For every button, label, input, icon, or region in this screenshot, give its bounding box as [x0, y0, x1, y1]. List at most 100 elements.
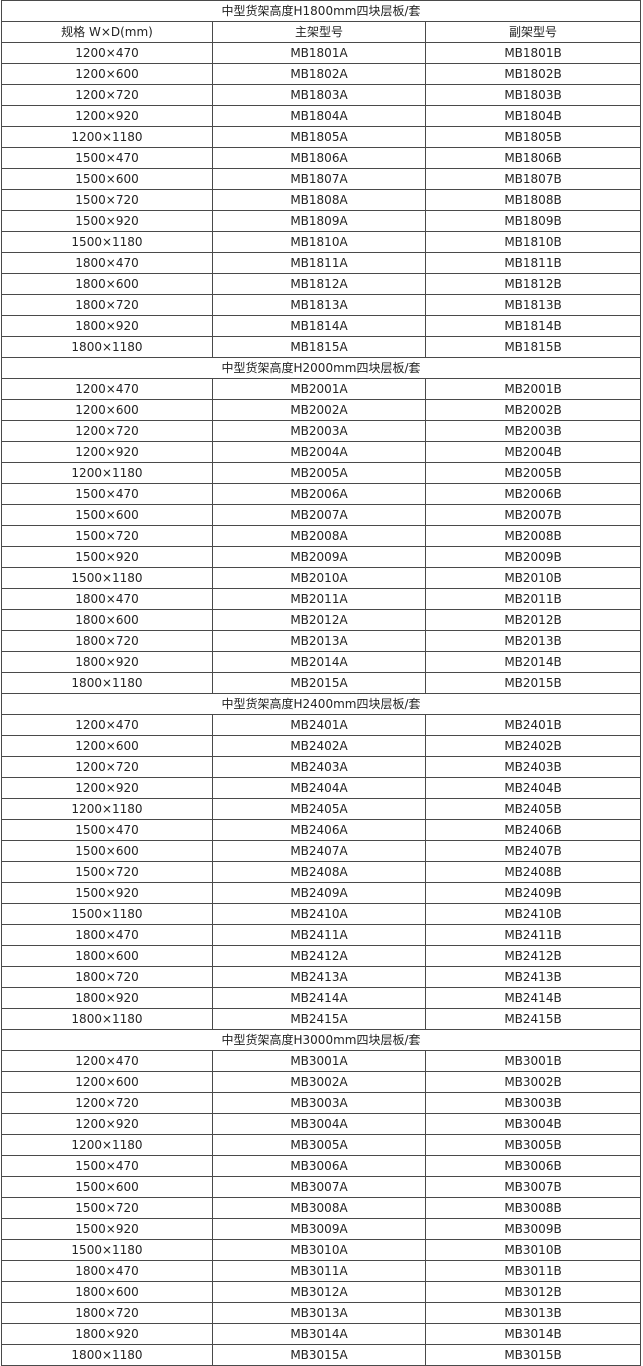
main-model-cell: MB2010A	[212, 567, 426, 589]
spec-cell: 1200×920	[1, 441, 213, 463]
sub-model-cell: MB3013B	[424, 1302, 642, 1324]
sub-model-cell: MB2009B	[424, 546, 642, 568]
main-model-cell: MB2014A	[212, 651, 426, 673]
spec-cell: 1200×1180	[1, 1134, 213, 1156]
sub-model-cell: MB2011B	[424, 588, 642, 610]
spec-cell: 1500×1180	[1, 1239, 213, 1261]
sub-model-cell: MB2004B	[424, 441, 642, 463]
spec-cell: 1200×920	[1, 777, 213, 799]
spec-cell: 1500×720	[1, 525, 213, 547]
sub-model-cell: MB1812B	[424, 273, 642, 295]
table-row: 1200×600 MB2402A MB2402B	[1, 735, 642, 757]
sub-model-cell: MB2015B	[424, 672, 642, 694]
table-row: 1200×470 MB2001A MB2001B	[1, 378, 642, 400]
main-model-cell: MB1806A	[212, 147, 426, 169]
main-model-cell: MB2405A	[212, 798, 426, 820]
spec-cell: 1200×720	[1, 84, 213, 106]
main-model-cell: MB2009A	[212, 546, 426, 568]
main-model-cell: MB2004A	[212, 441, 426, 463]
main-model-cell: MB3012A	[212, 1281, 426, 1303]
main-model-cell: MB3002A	[212, 1071, 426, 1093]
main-model-cell: MB2006A	[212, 483, 426, 505]
sub-model-cell: MB1809B	[424, 210, 642, 232]
spec-cell: 1200×920	[1, 1113, 213, 1135]
table-row: 1800×920 MB2414A MB2414B	[1, 987, 642, 1009]
spec-cell: 1800×920	[1, 987, 213, 1009]
table-row: 1200×720 MB2003A MB2003B	[1, 420, 642, 442]
main-model-cell: MB3007A	[212, 1176, 426, 1198]
main-model-cell: MB2406A	[212, 819, 426, 841]
main-model-cell: MB2404A	[212, 777, 426, 799]
spec-cell: 1500×1180	[1, 231, 213, 253]
table-row: 1800×1180 MB3015A MB3015B	[1, 1344, 642, 1366]
table-row: 1500×720 MB2408A MB2408B	[1, 861, 642, 883]
table-row: 1800×1180 MB1815A MB1815B	[1, 336, 642, 358]
spec-cell: 1500×720	[1, 1197, 213, 1219]
table-row: 1500×600 MB2407A MB2407B	[1, 840, 642, 862]
table-row: 1200×470 MB3001A MB3001B	[1, 1050, 642, 1072]
spec-cell: 1800×470	[1, 924, 213, 946]
table-row: 1200×720 MB1803A MB1803B	[1, 84, 642, 106]
table-row: 1500×1180 MB3010A MB3010B	[1, 1239, 642, 1261]
spec-cell: 1200×470	[1, 1050, 213, 1072]
table-row: 1800×1180 MB2015A MB2015B	[1, 672, 642, 694]
spec-cell: 1800×920	[1, 315, 213, 337]
main-model-cell: MB3009A	[212, 1218, 426, 1240]
sub-model-cell: MB2403B	[424, 756, 642, 778]
main-model-cell: MB2414A	[212, 987, 426, 1009]
main-model-cell: MB2409A	[212, 882, 426, 904]
main-model-cell: MB2408A	[212, 861, 426, 883]
spec-cell: 1800×1180	[1, 1344, 213, 1366]
sub-model-cell: MB1801B	[424, 42, 642, 64]
table-row: 1200×920 MB3004A MB3004B	[1, 1113, 642, 1135]
sub-model-cell: MB2008B	[424, 525, 642, 547]
main-model-cell: MB3010A	[212, 1239, 426, 1261]
table-row: 1800×920 MB3014A MB3014B	[1, 1323, 642, 1345]
main-model-cell: MB3003A	[212, 1092, 426, 1114]
sub-model-cell: MB2007B	[424, 504, 642, 526]
table-row: 1200×470 MB2401A MB2401B	[1, 714, 642, 736]
table-row: 1800×600 MB2412A MB2412B	[1, 945, 642, 967]
table-row: 1500×470 MB1806A MB1806B	[1, 147, 642, 169]
spec-cell: 1500×600	[1, 1176, 213, 1198]
table-row: 1200×470 MB1801A MB1801B	[1, 42, 642, 64]
table-row: 1200×920 MB2004A MB2004B	[1, 441, 642, 463]
table-row: 1200×1180 MB3005A MB3005B	[1, 1134, 642, 1156]
main-model-cell: MB1810A	[212, 231, 426, 253]
table-row: 1500×720 MB1808A MB1808B	[1, 189, 642, 211]
spec-cell: 1200×1180	[1, 126, 213, 148]
table-row: 1200×1180 MB2405A MB2405B	[1, 798, 642, 820]
main-model-cell: MB2003A	[212, 420, 426, 442]
main-model-cell: MB1814A	[212, 315, 426, 337]
table-row: 1500×470 MB2406A MB2406B	[1, 819, 642, 841]
section-title-row: 中型货架高度H2400mm四块层板/套	[0, 693, 642, 715]
table-row: 1500×1180 MB1810A MB1810B	[1, 231, 642, 253]
spec-cell: 1200×600	[1, 399, 213, 421]
spec-cell: 1200×470	[1, 378, 213, 400]
main-model-cell: MB2411A	[212, 924, 426, 946]
sub-model-cell: MB2404B	[424, 777, 642, 799]
spec-cell: 1200×720	[1, 756, 213, 778]
header-row: 规格 W×D(mm) 主架型号 副架型号	[1, 21, 642, 43]
spec-cell: 1200×470	[1, 42, 213, 64]
sub-model-cell: MB2407B	[424, 840, 642, 862]
sub-model-cell: MB3010B	[424, 1239, 642, 1261]
main-model-cell: MB2013A	[212, 630, 426, 652]
sub-model-cell: MB3011B	[424, 1260, 642, 1282]
table-row: 1500×920 MB1809A MB1809B	[1, 210, 642, 232]
spec-cell: 1800×600	[1, 609, 213, 631]
main-model-cell: MB2012A	[212, 609, 426, 631]
main-model-cell: MB2412A	[212, 945, 426, 967]
main-model-cell: MB2008A	[212, 525, 426, 547]
spec-cell: 1500×600	[1, 504, 213, 526]
section-title-row: 中型货架高度H1800mm四块层板/套	[0, 0, 642, 22]
table-row: 1200×600 MB1802A MB1802B	[1, 63, 642, 85]
spec-cell: 1800×600	[1, 273, 213, 295]
main-model-cell: MB1801A	[212, 42, 426, 64]
sub-model-cell: MB3003B	[424, 1092, 642, 1114]
table-row: 1800×720 MB1813A MB1813B	[1, 294, 642, 316]
table-row: 1200×1180 MB2005A MB2005B	[1, 462, 642, 484]
spec-cell: 1500×470	[1, 147, 213, 169]
spec-cell: 1500×1180	[1, 567, 213, 589]
spec-cell: 1500×920	[1, 546, 213, 568]
